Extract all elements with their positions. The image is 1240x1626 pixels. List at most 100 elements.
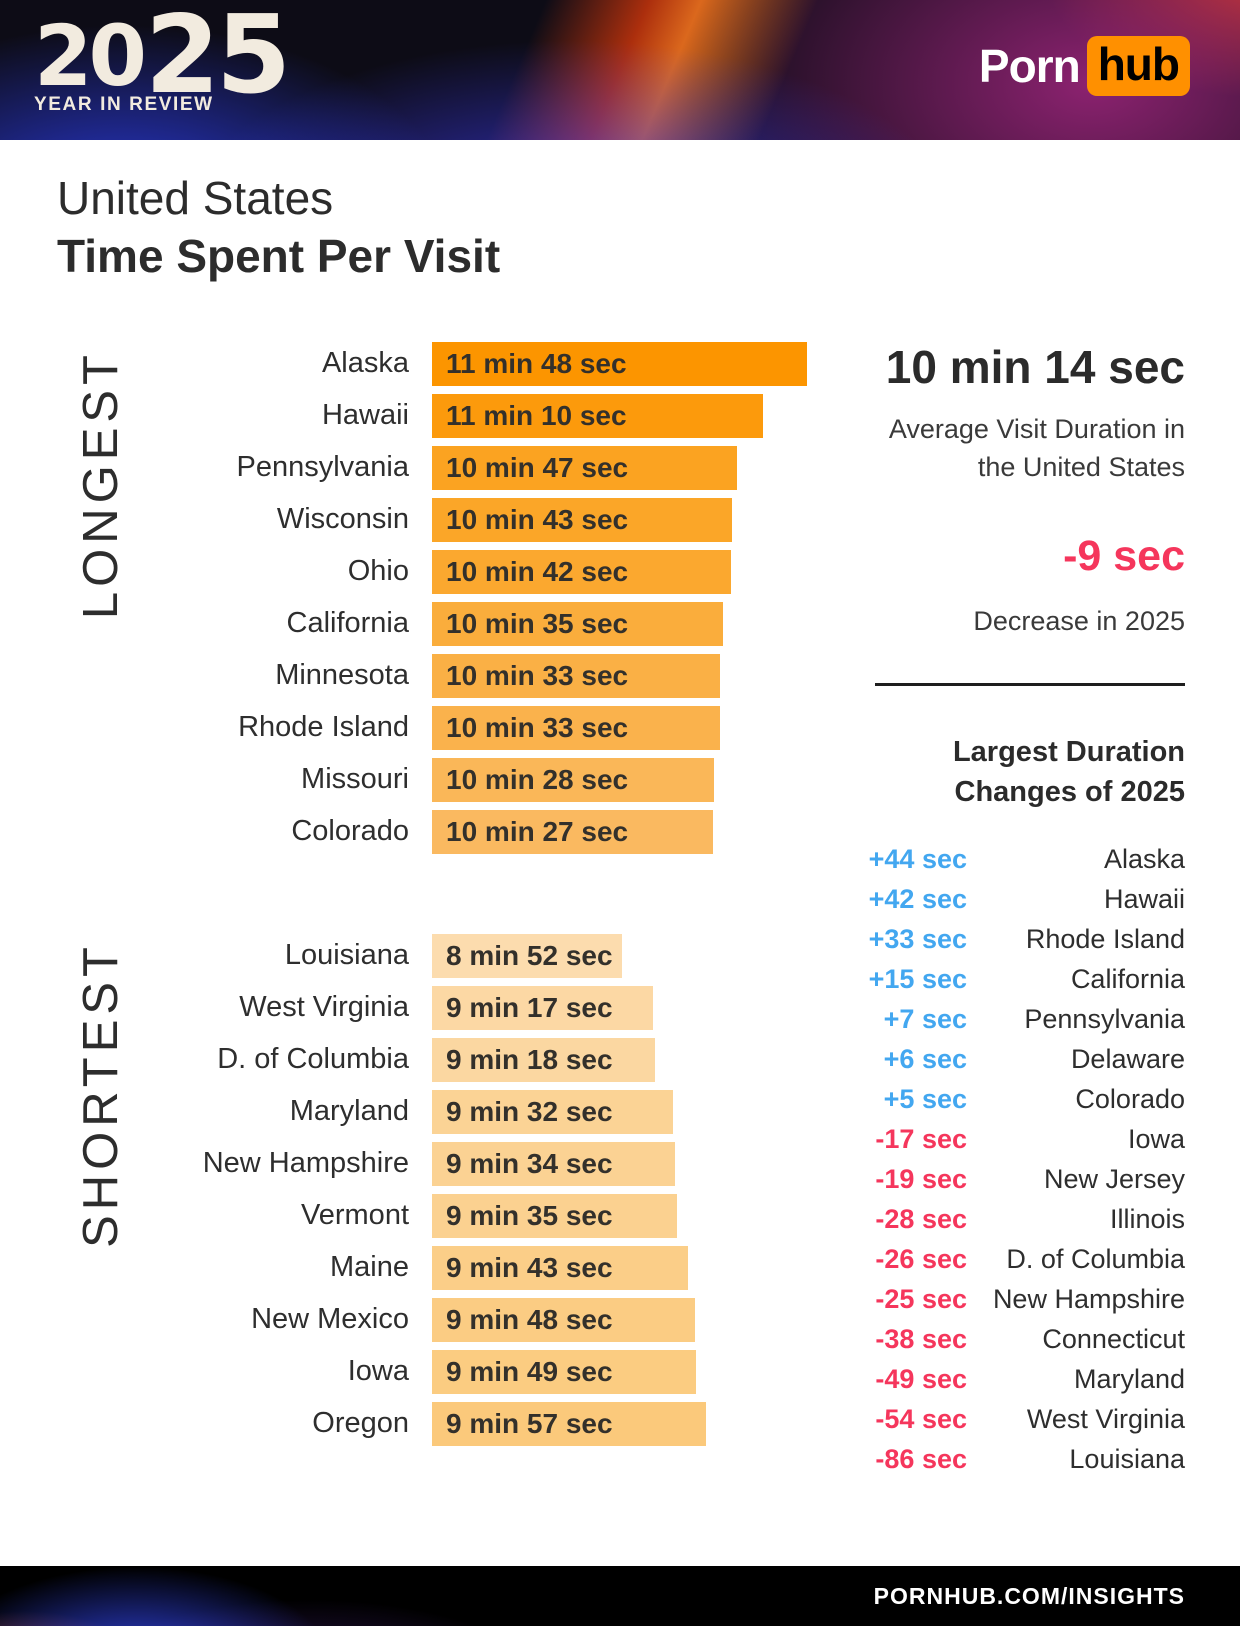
change-row: +7 sec Pennsylvania <box>840 1000 1185 1040</box>
duration-value: 11 min 48 sec <box>446 347 627 379</box>
change-state: D. of Columbia <box>1006 1244 1185 1275</box>
bar-row: Iowa 9 min 49 sec <box>145 1349 810 1394</box>
change-row: -49 sec Maryland <box>840 1360 1185 1400</box>
bar-row: Colorado 10 min 27 sec <box>145 809 810 854</box>
duration-value: 9 min 43 sec <box>446 1251 613 1283</box>
change-state: California <box>1070 964 1185 995</box>
duration-value: 10 min 42 sec <box>446 555 629 587</box>
duration-value: 9 min 18 sec <box>446 1043 613 1075</box>
state-label: Louisiana <box>284 939 409 972</box>
state-label: Minnesota <box>275 659 409 692</box>
change-delta: +44 sec <box>868 844 967 875</box>
state-label: Wisconsin <box>276 503 409 536</box>
change-delta: -38 sec <box>875 1324 967 1355</box>
change-delta: +15 sec <box>868 964 967 995</box>
main-layout: LONGEST Alaska 11 min 48 sec Hawaii 11 m… <box>57 341 1185 1480</box>
bar-row: Pennsylvania 10 min 47 sec <box>145 445 810 490</box>
page-title-region: United States <box>57 172 334 224</box>
change-row: +33 sec Rhode Island <box>840 920 1185 960</box>
change-delta: -19 sec <box>875 1164 967 1195</box>
duration-value: 10 min 43 sec <box>446 503 629 535</box>
logo-digits-20: 20 <box>34 7 147 105</box>
bar-row: Rhode Island 10 min 33 sec <box>145 705 810 750</box>
change-delta: -26 sec <box>875 1244 967 1275</box>
duration-value: 10 min 35 sec <box>446 607 629 639</box>
state-label: Iowa <box>347 1355 409 1388</box>
duration-value: 8 min 52 sec <box>446 939 613 971</box>
content-area: United States Time Spent Per Visit LONGE… <box>0 140 1240 1566</box>
state-label: Hawaii <box>321 399 409 432</box>
duration-value: 9 min 49 sec <box>446 1355 613 1387</box>
change-state: Louisiana <box>1069 1444 1185 1475</box>
change-row: -26 sec D. of Columbia <box>840 1240 1185 1280</box>
change-row: +42 sec Hawaii <box>840 880 1185 920</box>
bar-row: West Virginia 9 min 17 sec <box>145 985 810 1030</box>
footer-url: PORNHUB.COM/INSIGHTS <box>873 1582 1185 1609</box>
yoy-change-value: -9 sec <box>1063 531 1185 580</box>
change-row: +15 sec California <box>840 960 1185 1000</box>
state-label: Colorado <box>291 815 409 848</box>
duration-changes-title: Largest Duration Changes of 2025 <box>952 735 1185 808</box>
shortest-section: SHORTEST Louisiana 8 min 52 sec West Vir… <box>57 933 810 1454</box>
pornhub-logo-porn: Porn <box>978 40 1081 93</box>
change-row: -54 sec West Virginia <box>840 1400 1185 1440</box>
duration-bar: 10 min 35 sec <box>432 601 723 646</box>
pornhub-logo: Porn hub <box>978 36 1190 97</box>
state-label: Ohio <box>347 555 409 588</box>
summary-panel: 10 min 14 sec Average Visit Duration in … <box>810 342 1185 1480</box>
duration-value: 9 min 57 sec <box>446 1407 613 1439</box>
duration-bar: 9 min 57 sec <box>432 1401 706 1446</box>
change-delta: +6 sec <box>883 1044 967 1075</box>
duration-bar: 9 min 35 sec <box>432 1193 677 1238</box>
state-label: Missouri <box>301 763 409 796</box>
duration-bar: 10 min 43 sec <box>432 497 732 542</box>
duration-bar: 11 min 48 sec <box>432 341 807 386</box>
duration-bar: 9 min 32 sec <box>432 1089 673 1134</box>
change-delta: -49 sec <box>875 1364 967 1395</box>
duration-bar: 10 min 28 sec <box>432 757 714 802</box>
change-row: -38 sec Connecticut <box>840 1320 1185 1360</box>
change-state: Colorado <box>1075 1084 1185 1115</box>
duration-bar: 9 min 49 sec <box>432 1349 696 1394</box>
longest-rows: Alaska 11 min 48 sec Hawaii 11 min 10 se… <box>145 341 810 862</box>
duration-value: 9 min 34 sec <box>446 1147 613 1179</box>
change-state: Maryland <box>1073 1364 1185 1395</box>
bar-row: Ohio 10 min 42 sec <box>145 549 810 594</box>
change-state: Alaska <box>1103 844 1185 875</box>
duration-bar: 9 min 48 sec <box>432 1297 695 1342</box>
bar-row: Vermont 9 min 35 sec <box>145 1193 810 1238</box>
duration-bar: 9 min 34 sec <box>432 1141 675 1186</box>
bar-row: Minnesota 10 min 33 sec <box>145 653 810 698</box>
bar-row: D. of Columbia 9 min 18 sec <box>145 1037 810 1082</box>
state-label: Pennsylvania <box>236 451 410 484</box>
change-state: Delaware <box>1070 1044 1185 1075</box>
duration-value: 9 min 17 sec <box>446 991 613 1023</box>
bar-row: Oregon 9 min 57 sec <box>145 1401 810 1446</box>
page-title-metric: Time Spent Per Visit <box>57 229 501 282</box>
change-delta: -86 sec <box>875 1444 967 1475</box>
duration-value: 9 min 35 sec <box>446 1199 613 1231</box>
change-state: Pennsylvania <box>1024 1004 1185 1035</box>
bar-row: Alaska 11 min 48 sec <box>145 341 810 386</box>
longest-section: LONGEST Alaska 11 min 48 sec Hawaii 11 m… <box>57 341 810 862</box>
duration-bar: 10 min 27 sec <box>432 809 713 854</box>
bar-row: Maine 9 min 43 sec <box>145 1245 810 1290</box>
change-delta: +7 sec <box>883 1004 967 1035</box>
duration-value: 11 min 10 sec <box>446 399 627 431</box>
state-label: Vermont <box>301 1199 409 1232</box>
duration-bar: 11 min 10 sec <box>432 393 763 438</box>
change-delta: +5 sec <box>883 1084 967 1115</box>
year-in-review-logo: 20 25 YEAR IN REVIEW <box>34 0 291 118</box>
bar-row: New Hampshire 9 min 34 sec <box>145 1141 810 1186</box>
duration-value: 10 min 33 sec <box>446 659 629 691</box>
duration-value: 10 min 47 sec <box>446 451 629 483</box>
duration-bar: 10 min 33 sec <box>432 653 720 698</box>
duration-value: 10 min 28 sec <box>446 763 629 795</box>
change-state: Connecticut <box>1042 1324 1185 1355</box>
change-state: Iowa <box>1127 1124 1185 1155</box>
shortest-section-label-wrap: SHORTEST <box>57 934 145 1454</box>
logo-digits-25: 25 <box>144 0 291 118</box>
logo-tagline: YEAR IN REVIEW <box>34 94 214 115</box>
state-label: Maryland <box>289 1095 409 1128</box>
state-label: New Hampshire <box>202 1147 409 1180</box>
